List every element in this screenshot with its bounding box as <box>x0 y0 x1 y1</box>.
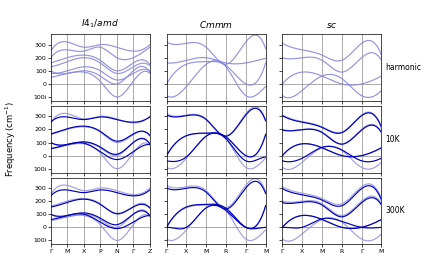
Text: 10K: 10K <box>385 135 400 144</box>
Text: $I4_1/amd$: $I4_1/amd$ <box>81 17 119 30</box>
Text: 300K: 300K <box>385 206 405 215</box>
Text: Frequency (cm$^{-1}$): Frequency (cm$^{-1}$) <box>4 101 18 177</box>
Text: $Cmmm$: $Cmmm$ <box>199 19 233 30</box>
Text: harmonic: harmonic <box>385 63 421 72</box>
Text: $sc$: $sc$ <box>326 21 338 30</box>
